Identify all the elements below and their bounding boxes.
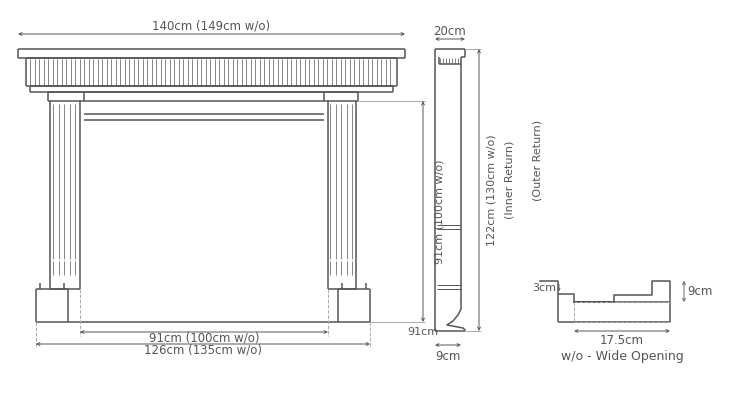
Text: 17.5cm: 17.5cm <box>600 333 644 346</box>
Text: 3cm: 3cm <box>532 283 556 293</box>
Text: 9cm: 9cm <box>435 350 460 363</box>
Text: 126cm (135cm w/o): 126cm (135cm w/o) <box>144 344 262 357</box>
Text: (Inner Return): (Inner Return) <box>504 141 514 219</box>
Text: 122cm (130cm w/o): 122cm (130cm w/o) <box>487 134 497 246</box>
Text: 91cm (100cm w/o): 91cm (100cm w/o) <box>148 331 260 344</box>
Text: 91cm: 91cm <box>407 327 439 337</box>
Text: (Outer Return): (Outer Return) <box>532 119 542 201</box>
Text: 91cm (100cm w/o): 91cm (100cm w/o) <box>434 159 444 264</box>
Text: 9cm: 9cm <box>687 285 712 298</box>
Text: 140cm (149cm w/o): 140cm (149cm w/o) <box>152 19 271 32</box>
Text: 20cm: 20cm <box>433 24 466 37</box>
Text: w/o - Wide Opening: w/o - Wide Opening <box>560 350 683 363</box>
